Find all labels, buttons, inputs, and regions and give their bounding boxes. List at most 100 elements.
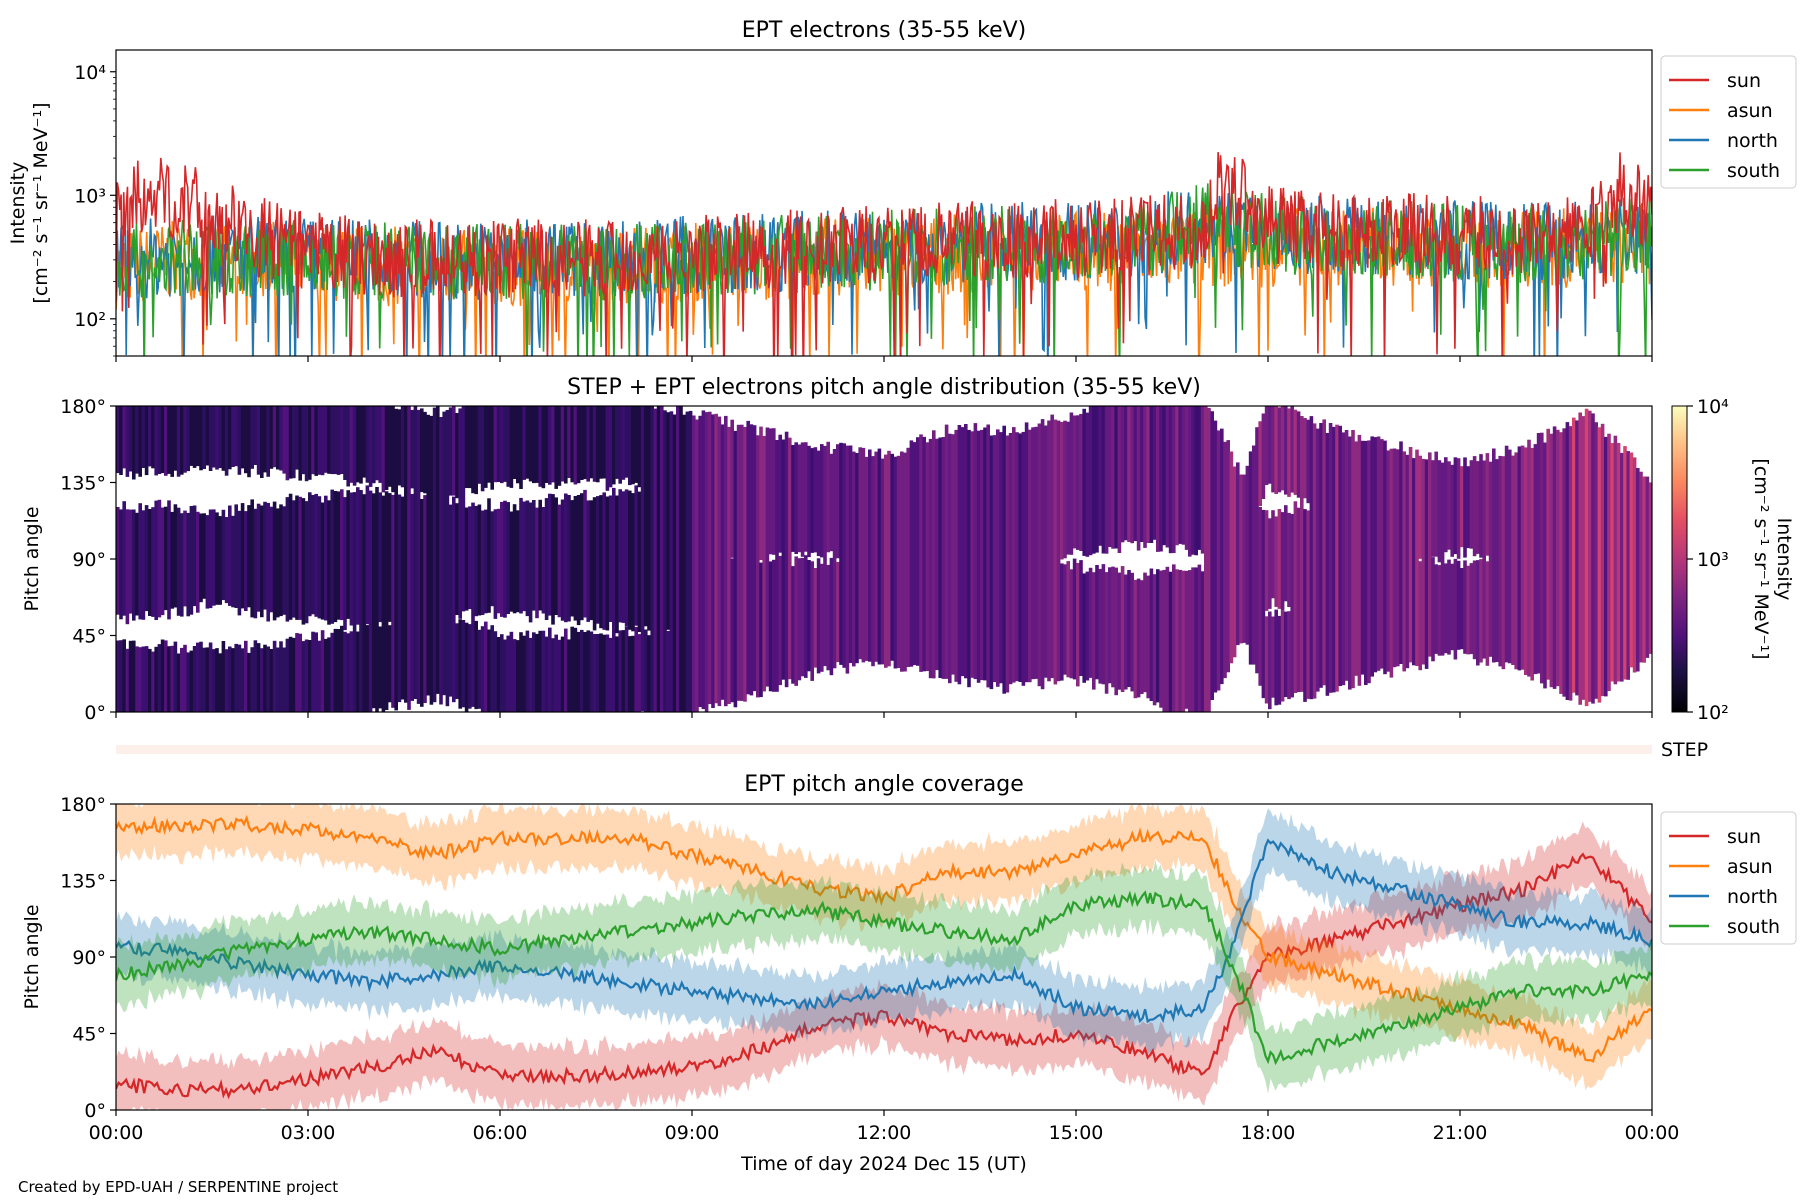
heatmap-cell bbox=[1255, 427, 1259, 674]
heatmap-cell bbox=[1101, 564, 1106, 685]
heatmap-cell bbox=[199, 513, 203, 603]
heatmap-cell bbox=[1236, 462, 1240, 646]
heatmap-cell bbox=[285, 497, 290, 622]
heatmap-cell bbox=[1543, 442, 1547, 689]
heatmap-cell bbox=[288, 406, 293, 479]
y-tick-label: 90° bbox=[72, 947, 106, 969]
heatmap-cell bbox=[541, 507, 546, 614]
heatmap-cell bbox=[368, 490, 373, 712]
heatmap-cell bbox=[455, 503, 459, 615]
heatmap-cell bbox=[564, 406, 568, 484]
heatmap-cell bbox=[1280, 406, 1285, 491]
heatmap-cell bbox=[202, 406, 206, 469]
heatmap-cell bbox=[1447, 559, 1451, 655]
heatmap-cell bbox=[458, 619, 462, 709]
heatmap-cell bbox=[612, 487, 616, 712]
heatmap-cell bbox=[816, 558, 821, 674]
heatmap-cell bbox=[948, 433, 952, 684]
heatmap-cell bbox=[1133, 579, 1138, 699]
panel3-y-label: Pitch angle bbox=[21, 904, 43, 1009]
heatmap-cell bbox=[295, 406, 299, 470]
heatmap-cell bbox=[455, 413, 459, 499]
heatmap-cell bbox=[455, 623, 459, 699]
heatmap-cell bbox=[1143, 572, 1147, 693]
y-tick-label: 10³ bbox=[74, 185, 106, 207]
heatmap-cell bbox=[810, 561, 814, 681]
heatmap-cell bbox=[388, 493, 392, 622]
heatmap-cell bbox=[1194, 567, 1198, 712]
heatmap-cell bbox=[1296, 411, 1301, 498]
heatmap-cell bbox=[164, 506, 168, 611]
heatmap-cell bbox=[560, 636, 565, 712]
legend-label-asun: asun bbox=[1727, 856, 1773, 878]
heatmap-cell bbox=[602, 492, 606, 630]
heatmap-cell bbox=[749, 424, 754, 696]
heatmap-cell bbox=[196, 642, 200, 712]
heatmap-cell bbox=[880, 458, 885, 665]
heatmap-cell bbox=[1300, 416, 1304, 692]
heatmap-cell bbox=[1149, 406, 1154, 543]
heatmap-cell bbox=[519, 497, 523, 614]
heatmap-cell bbox=[912, 442, 917, 666]
heatmap-cell bbox=[1082, 408, 1086, 556]
heatmap-cell bbox=[384, 491, 389, 710]
heatmap-cell bbox=[317, 496, 322, 619]
heatmap-cell bbox=[420, 408, 424, 493]
heatmap-cell bbox=[391, 494, 395, 708]
heatmap-cell bbox=[263, 406, 267, 473]
heatmap-cell bbox=[269, 406, 274, 469]
heatmap-cell bbox=[557, 639, 562, 712]
y-tick-label: 10² bbox=[74, 309, 106, 331]
heatmap-cell bbox=[1495, 459, 1499, 662]
heatmap-cell bbox=[365, 625, 370, 712]
heatmap-cell bbox=[461, 406, 466, 612]
heatmap-cell bbox=[778, 434, 782, 553]
heatmap-cell bbox=[468, 506, 472, 610]
heatmap-cell bbox=[336, 406, 341, 475]
heatmap-cell bbox=[247, 505, 251, 608]
heatmap-cell bbox=[1552, 426, 1557, 689]
heatmap-cell bbox=[464, 622, 469, 712]
heatmap-cell bbox=[906, 447, 910, 667]
heatmap-cell bbox=[154, 500, 158, 620]
heatmap-cell bbox=[231, 648, 235, 712]
x-tick-label: 09:00 bbox=[665, 1122, 720, 1144]
heatmap-cell bbox=[640, 406, 645, 712]
heatmap-cell bbox=[1533, 444, 1538, 675]
heatmap-cell bbox=[637, 491, 642, 632]
heatmap-cell bbox=[615, 636, 619, 712]
heatmap-cell bbox=[410, 409, 414, 489]
heatmap-cell bbox=[599, 633, 603, 712]
heatmap-cell bbox=[666, 630, 670, 712]
heatmap-cell bbox=[1562, 428, 1566, 697]
heatmap-cell bbox=[311, 495, 315, 615]
heatmap-cell bbox=[580, 629, 584, 712]
heatmap-cell bbox=[260, 406, 264, 478]
heatmap-cell bbox=[861, 447, 866, 663]
heatmap-cell bbox=[1127, 570, 1131, 687]
heatmap-cell bbox=[826, 564, 830, 671]
heatmap-cell bbox=[503, 500, 507, 618]
heatmap-cell bbox=[698, 415, 702, 707]
heatmap-cell bbox=[516, 510, 520, 613]
heatmap-cell bbox=[858, 447, 862, 660]
heatmap-cell bbox=[276, 406, 280, 470]
heatmap-cell bbox=[1648, 482, 1652, 654]
heatmap-cell bbox=[1197, 406, 1202, 550]
heatmap-cell bbox=[215, 512, 219, 605]
heatmap-cell bbox=[772, 428, 776, 555]
heatmap-cell bbox=[634, 485, 638, 626]
heatmap-cell bbox=[1408, 447, 1413, 663]
heatmap-cell bbox=[183, 406, 187, 473]
heatmap-cell bbox=[615, 406, 619, 479]
heatmap-cell bbox=[631, 493, 635, 632]
heatmap-cell bbox=[135, 646, 139, 712]
heatmap-cell bbox=[756, 435, 760, 698]
heatmap-cell bbox=[1287, 512, 1291, 607]
heatmap-cell bbox=[1607, 433, 1611, 691]
heatmap-cell bbox=[922, 436, 926, 672]
heatmap-cell bbox=[157, 406, 162, 474]
heatmap-cell bbox=[653, 408, 658, 712]
heatmap-cell bbox=[199, 641, 203, 712]
heatmap-cell bbox=[404, 406, 408, 703]
